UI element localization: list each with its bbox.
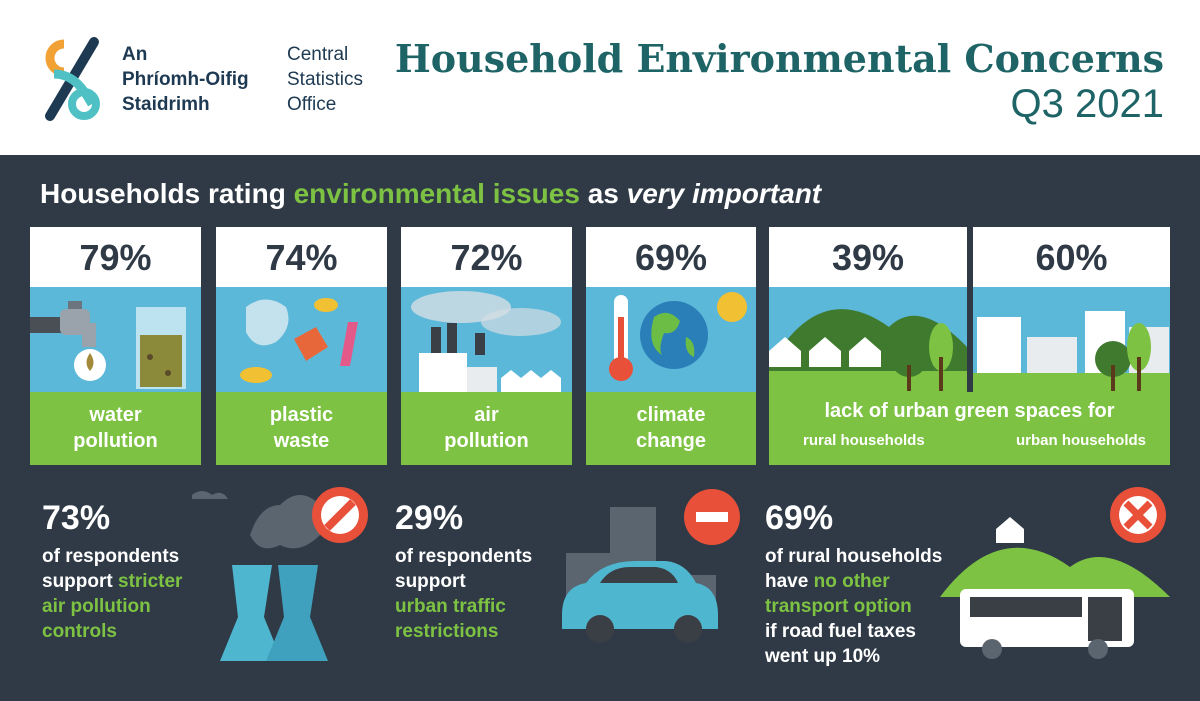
car-icon	[562, 489, 740, 643]
card-percentage: 39%	[769, 227, 967, 287]
main-panel: Households rating environmental issues a…	[0, 155, 1200, 701]
countryside-icon	[769, 287, 967, 392]
title-main: Household Environmental Concerns	[394, 36, 1164, 81]
card-label: plastic waste	[216, 392, 387, 465]
card-rural-green-spaces: 39%	[769, 227, 967, 392]
card-label: air pollution	[401, 392, 572, 465]
card-urban-green-spaces: 60%	[973, 227, 1170, 392]
card-air-pollution: 72% air pollution	[401, 227, 572, 465]
stat-urban-traffic: 29% of respondents support urban traffic…	[395, 499, 533, 642]
earth-icon	[586, 287, 756, 392]
card-plastic-waste: 74% plastic waste	[216, 227, 387, 465]
rural-households-label: rural households	[803, 432, 925, 449]
stat-rural-transport: 69% of rural households have no other tr…	[765, 499, 943, 667]
cso-logo-icon	[45, 37, 100, 121]
title-quarter: Q3 2021	[1010, 82, 1164, 126]
green-spaces-label: lack of urban green spaces for rural hou…	[769, 392, 1170, 465]
factory-icon	[401, 287, 572, 392]
card-percentage: 79%	[30, 227, 201, 287]
card-water-pollution: 79% water pollution	[30, 227, 201, 465]
city-icon	[973, 287, 1170, 392]
card-label: water pollution	[30, 392, 201, 465]
page-title: Household Environmental Concerns Q3 2021	[395, 36, 1164, 126]
stat-air-pollution-controls: 73% of respondents support stricter air …	[42, 499, 183, 642]
card-percentage: 69%	[586, 227, 756, 287]
bus-icon	[940, 487, 1170, 659]
tap-icon	[30, 287, 201, 392]
card-climate-change: 69% climate change	[586, 227, 756, 465]
urban-households-label: urban households	[1015, 432, 1146, 449]
section-heading: Households rating environmental issues a…	[40, 178, 822, 209]
card-percentage: 74%	[216, 227, 387, 287]
header: An Phríomh-Oifig Staidrimh Central Stati…	[0, 0, 1200, 155]
logo-irish-text: An Phríomh-Oifig Staidrimh	[122, 44, 249, 115]
plastic-icon	[216, 287, 387, 392]
card-percentage: 72%	[401, 227, 572, 287]
card-label: climate change	[586, 392, 756, 465]
cooling-tower-icon	[192, 487, 368, 661]
card-percentage: 60%	[973, 227, 1170, 287]
logo-english-text: Central Statistics Office	[287, 44, 364, 115]
